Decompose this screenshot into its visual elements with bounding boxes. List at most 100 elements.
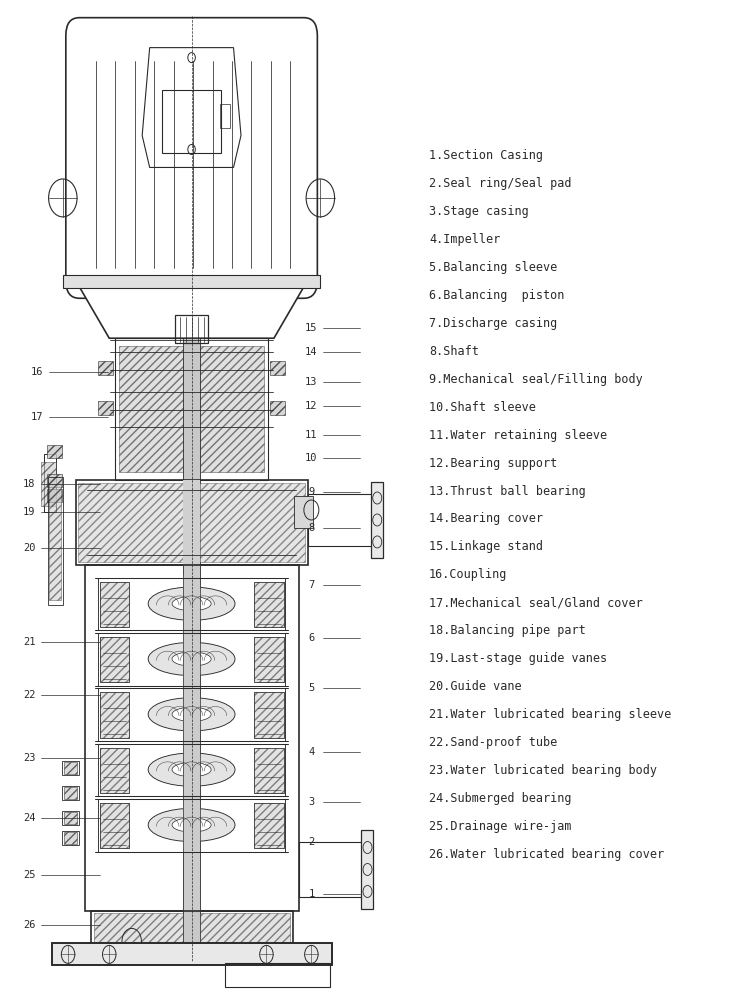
Bar	[100, 637, 130, 682]
Bar	[64, 812, 77, 824]
Bar	[91, 911, 292, 959]
Text: 15: 15	[305, 323, 317, 333]
Bar	[62, 831, 79, 845]
Text: 9: 9	[308, 487, 314, 497]
Bar	[78, 483, 305, 562]
Text: 7: 7	[308, 580, 314, 590]
Bar	[52, 943, 332, 965]
Text: 23: 23	[23, 753, 35, 763]
Ellipse shape	[172, 707, 211, 721]
Text: 1: 1	[308, 889, 314, 899]
Bar	[98, 361, 113, 375]
Bar	[122, 946, 142, 956]
Bar	[183, 741, 200, 796]
Bar	[270, 401, 285, 415]
Bar	[100, 582, 130, 627]
Text: 17.Mechanical seal/Gland cover: 17.Mechanical seal/Gland cover	[429, 596, 643, 609]
Text: 16: 16	[31, 367, 43, 377]
Bar	[98, 799, 285, 852]
Text: 12.Bearing support: 12.Bearing support	[429, 457, 557, 470]
Bar	[254, 582, 284, 627]
Polygon shape	[142, 48, 241, 167]
Bar	[254, 637, 284, 682]
Text: 21.Water lubricated bearing sleeve: 21.Water lubricated bearing sleeve	[429, 708, 671, 721]
Bar	[64, 762, 77, 774]
Text: 13: 13	[305, 377, 317, 387]
Bar	[270, 361, 285, 375]
Bar	[100, 582, 130, 627]
Text: 26.Water lubricated bearing cover: 26.Water lubricated bearing cover	[429, 848, 664, 861]
Bar	[100, 748, 130, 793]
Text: 19.Last-stage guide vanes: 19.Last-stage guide vanes	[429, 652, 607, 665]
Bar	[98, 744, 285, 796]
Text: 21: 21	[23, 637, 35, 647]
Bar	[308, 494, 375, 546]
Bar	[100, 692, 130, 738]
Bar	[371, 482, 383, 558]
Text: 24.Submerged bearing: 24.Submerged bearing	[429, 792, 572, 805]
Bar	[44, 454, 56, 512]
Text: 18.Balancing pipe part: 18.Balancing pipe part	[429, 624, 586, 637]
Bar	[254, 582, 284, 627]
Ellipse shape	[148, 642, 235, 676]
Bar	[47, 445, 62, 458]
Bar	[175, 315, 208, 343]
Text: 20.Guide vane: 20.Guide vane	[429, 680, 521, 693]
Text: 25.Drainage wire-jam: 25.Drainage wire-jam	[429, 820, 572, 833]
Bar	[254, 748, 284, 793]
Bar	[254, 748, 284, 793]
Bar	[183, 565, 200, 911]
Text: 3: 3	[308, 797, 314, 807]
Bar	[100, 692, 130, 738]
Text: 22: 22	[23, 690, 35, 700]
Bar	[100, 637, 130, 682]
Text: 8: 8	[308, 523, 314, 533]
Bar	[98, 633, 285, 686]
Bar	[100, 803, 130, 848]
Bar	[183, 338, 200, 949]
Bar	[163, 90, 220, 153]
Bar	[52, 943, 332, 965]
Bar	[64, 787, 77, 799]
Bar	[85, 565, 298, 911]
Ellipse shape	[172, 818, 211, 832]
Bar	[50, 484, 62, 600]
Text: 4: 4	[308, 747, 314, 757]
Text: 25: 25	[23, 870, 35, 880]
Text: 26: 26	[23, 920, 35, 930]
Bar	[183, 796, 200, 852]
Bar	[183, 480, 200, 565]
Text: 14.Bearing cover: 14.Bearing cover	[429, 512, 543, 525]
Bar	[220, 104, 230, 128]
Bar	[100, 748, 130, 793]
Text: 23.Water lubricated bearing body: 23.Water lubricated bearing body	[429, 764, 657, 777]
Text: 19: 19	[23, 507, 35, 517]
Text: 8.Shaft: 8.Shaft	[429, 345, 478, 358]
Bar	[94, 913, 290, 957]
Text: 1.Section Casing: 1.Section Casing	[429, 149, 543, 162]
Ellipse shape	[148, 753, 235, 786]
Ellipse shape	[148, 808, 235, 842]
Bar	[63, 275, 320, 288]
Text: 11: 11	[305, 430, 317, 440]
Text: 6.Balancing  piston: 6.Balancing piston	[429, 289, 564, 302]
Bar	[62, 811, 79, 825]
Bar	[98, 578, 285, 630]
Ellipse shape	[172, 597, 211, 611]
Text: 16.Coupling: 16.Coupling	[429, 568, 507, 581]
Text: 17: 17	[31, 412, 43, 422]
Bar	[47, 489, 62, 502]
Ellipse shape	[172, 763, 211, 777]
Text: 7.Discharge casing: 7.Discharge casing	[429, 317, 557, 330]
Bar	[119, 346, 264, 472]
Ellipse shape	[148, 587, 235, 620]
Bar	[47, 474, 62, 487]
Ellipse shape	[148, 698, 235, 731]
Bar	[98, 401, 113, 415]
Text: 2: 2	[308, 837, 314, 847]
Bar	[183, 911, 200, 959]
Bar	[183, 686, 200, 741]
Text: 10.Shaft sleeve: 10.Shaft sleeve	[429, 401, 536, 414]
Bar	[225, 963, 330, 987]
Bar	[62, 761, 79, 775]
